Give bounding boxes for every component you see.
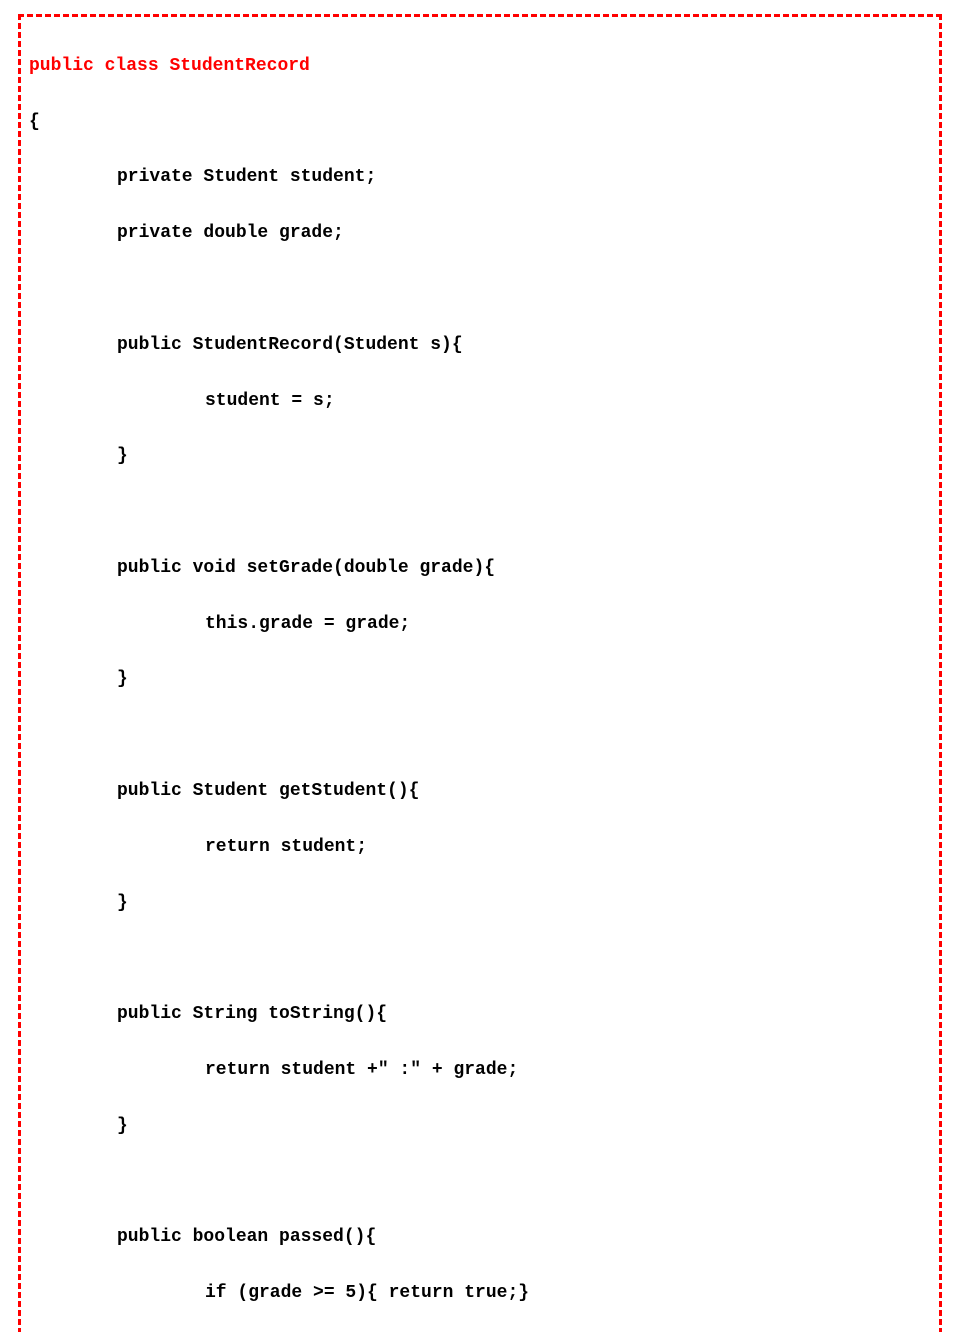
passed-body-1: if (grade >= 5){ return true;} bbox=[29, 1280, 931, 1308]
field-student: private Student student; bbox=[29, 164, 931, 192]
constructor-body: student = s; bbox=[29, 388, 931, 416]
field-grade: private double grade; bbox=[29, 220, 931, 248]
tostring-close: } bbox=[29, 1113, 931, 1141]
passed-signature: public boolean passed(){ bbox=[29, 1224, 931, 1252]
code-box: public class StudentRecord { private Stu… bbox=[18, 14, 942, 1332]
getstudent-body: return student; bbox=[29, 834, 931, 862]
setgrade-signature: public void setGrade(double grade){ bbox=[29, 555, 931, 583]
constructor-signature: public StudentRecord(Student s){ bbox=[29, 332, 931, 360]
blank-line bbox=[29, 499, 931, 527]
blank-line bbox=[29, 945, 931, 973]
blank-line bbox=[29, 276, 931, 304]
blank-line bbox=[29, 722, 931, 750]
class-declaration: public class StudentRecord bbox=[29, 53, 931, 81]
class-name: StudentRecord bbox=[169, 56, 309, 76]
getstudent-signature: public Student getStudent(){ bbox=[29, 778, 931, 806]
setgrade-close: } bbox=[29, 666, 931, 694]
open-brace: { bbox=[29, 109, 931, 137]
keywords: public class bbox=[29, 56, 169, 76]
blank-line bbox=[29, 1169, 931, 1197]
tostring-signature: public String toString(){ bbox=[29, 1001, 931, 1029]
tostring-body: return student +" :" + grade; bbox=[29, 1057, 931, 1085]
constructor-close: } bbox=[29, 443, 931, 471]
setgrade-body: this.grade = grade; bbox=[29, 611, 931, 639]
getstudent-close: } bbox=[29, 890, 931, 918]
